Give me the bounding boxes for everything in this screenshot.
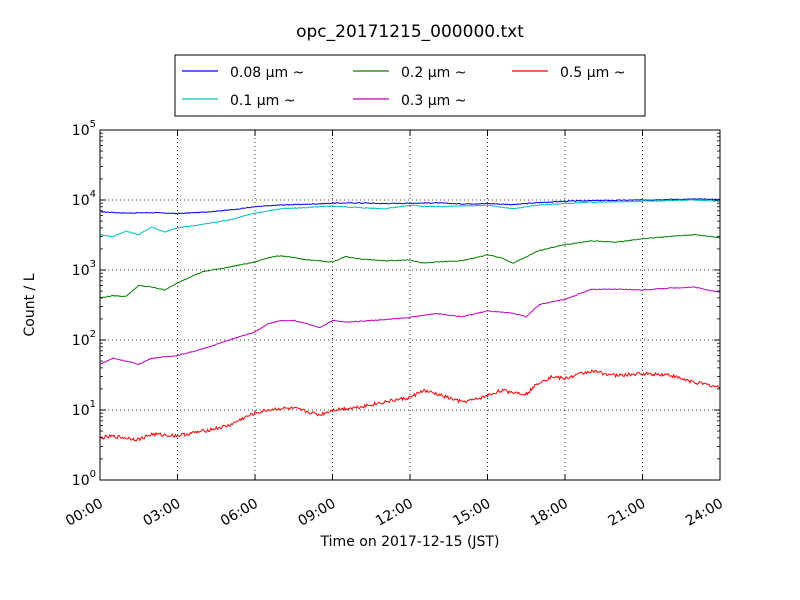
y-tick-label: 103 <box>72 259 96 279</box>
chart-title: opc_20171215_000000.txt <box>296 22 524 42</box>
y-axis-label: Count / L <box>22 273 38 336</box>
series-line <box>99 286 721 365</box>
y-tick-label: 102 <box>72 329 96 349</box>
y-axis: 100 101 102 103 104 105 <box>72 119 720 489</box>
y-tick-label: 104 <box>72 189 96 209</box>
legend-box <box>174 54 646 117</box>
legend-label: 0.1 μm ~ <box>230 93 295 109</box>
x-axis-label: Time on 2017-12-15 (JST) <box>320 534 500 550</box>
legend-label: 0.08 μm ~ <box>230 65 304 81</box>
series-line <box>99 369 721 442</box>
y-tick-label: 105 <box>72 119 96 139</box>
y-tick-label: 101 <box>72 399 96 419</box>
y-tick-label: 100 <box>72 469 96 489</box>
legend-label: 0.5 μm ~ <box>560 65 625 81</box>
series-line <box>99 233 721 299</box>
legend-label: 0.2 μm ~ <box>401 65 466 81</box>
plot-lines <box>99 198 721 442</box>
series-line <box>99 199 721 238</box>
legend: 0.08 μm ~ 0.1 μm ~ 0.2 μm ~ 0.3 μm ~ 0.5 μm … <box>174 54 646 117</box>
series-line <box>100 198 721 215</box>
legend-label: 0.3 μm ~ <box>401 93 466 109</box>
